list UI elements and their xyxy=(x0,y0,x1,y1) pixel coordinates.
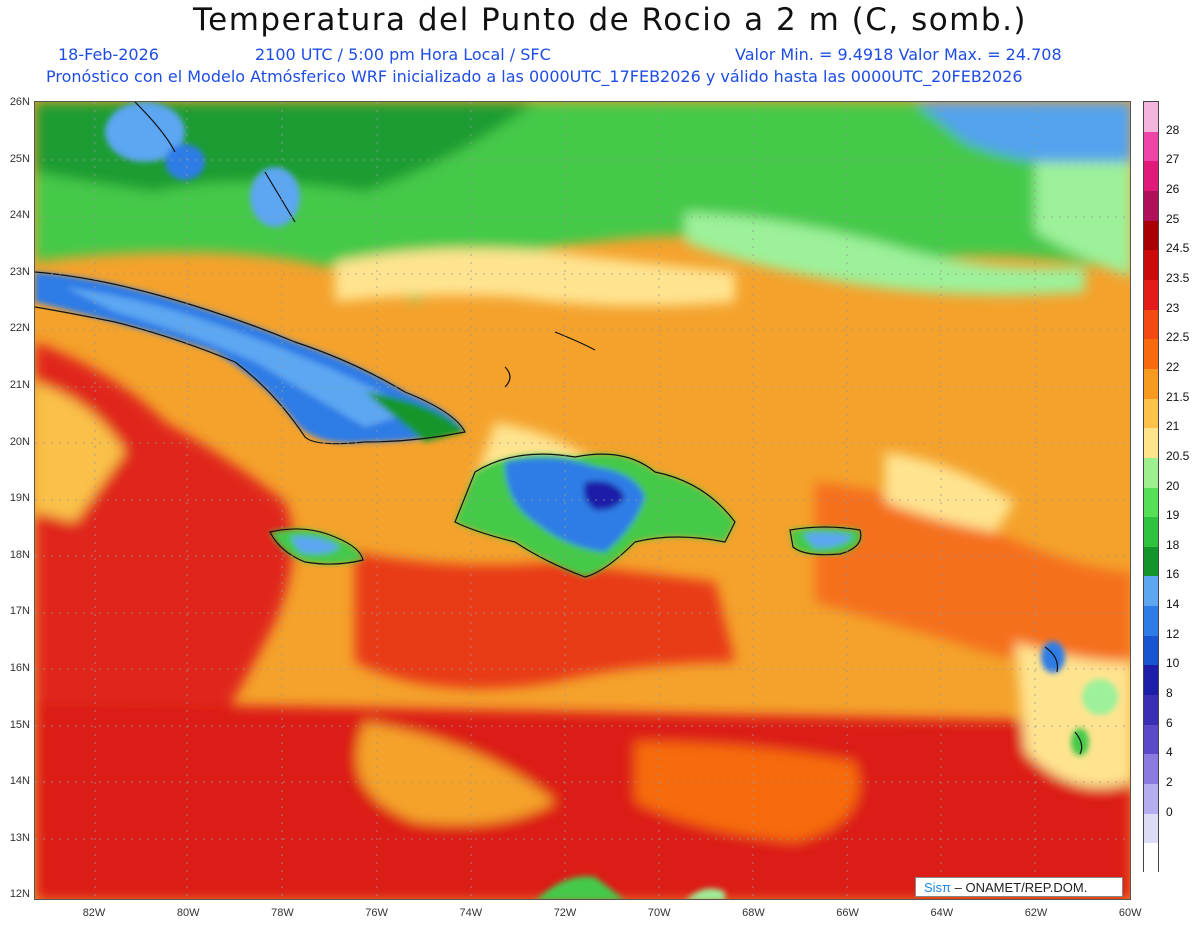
lon-label: 72W xyxy=(553,907,577,919)
colorbar-label: 0 xyxy=(1166,804,1173,819)
graticule xyxy=(35,102,1130,899)
bahamas-region xyxy=(105,102,300,227)
colorbar-label: 19 xyxy=(1166,508,1180,523)
colorbar-swatch xyxy=(1144,309,1158,340)
lat-label: 17N xyxy=(9,605,30,618)
colorbar-swatch xyxy=(1144,843,1158,874)
lat-label: 15N xyxy=(9,718,30,731)
colorbar-swatch xyxy=(1144,695,1158,726)
colorbar-label: 20 xyxy=(1166,478,1180,493)
colorbar-swatch xyxy=(1144,606,1158,637)
colorbar-swatch xyxy=(1144,220,1158,251)
colorbar-label: 8 xyxy=(1166,686,1173,701)
colorbar-swatch xyxy=(1144,517,1158,548)
colorbar-label: 16 xyxy=(1166,567,1180,582)
value-range: Valor Min. = 9.4918 Valor Max. = 24.708 xyxy=(735,45,1062,64)
credit-box: Sisπ – ONAMET/REP.DOM. xyxy=(915,877,1123,897)
colorbar-label: 18 xyxy=(1166,537,1180,552)
lat-label: 25N xyxy=(9,152,30,165)
coastlines xyxy=(35,102,1083,755)
lat-label: 13N xyxy=(9,831,30,844)
forecast-date: 18-Feb-2026 xyxy=(58,45,159,64)
lon-label: 66W xyxy=(836,907,859,919)
lon-label: 80W xyxy=(176,907,200,919)
lon-label: 68W xyxy=(742,907,765,919)
lat-label: 20N xyxy=(9,435,30,448)
lat-label: 24N xyxy=(9,209,30,222)
lon-label: 78W xyxy=(271,907,294,919)
colorbar xyxy=(1143,101,1159,874)
colorbar-swatch xyxy=(1144,250,1158,281)
jamaica-region xyxy=(270,528,363,565)
colorbar-label: 4 xyxy=(1166,745,1173,760)
colorbar-swatch xyxy=(1144,784,1158,815)
lon-label: 60W xyxy=(1118,907,1142,919)
colorbar-swatch xyxy=(1144,398,1158,429)
lon-label: 74W xyxy=(459,907,483,919)
colorbar-swatch xyxy=(1144,428,1158,459)
colorbar-label: 27 xyxy=(1166,152,1180,167)
colorbar-swatch xyxy=(1144,457,1158,489)
colorbar-label: 23.5 xyxy=(1166,270,1190,285)
colorbar-swatch xyxy=(1144,546,1158,578)
colorbar-label: 23 xyxy=(1166,300,1180,315)
colorbar-swatch xyxy=(1144,190,1158,222)
credit-text: – ONAMET/REP.DOM. xyxy=(954,880,1088,895)
lat-label: 22N xyxy=(9,322,30,335)
colorbar-swatch xyxy=(1144,102,1158,133)
colorbar-label: 24.5 xyxy=(1166,241,1190,256)
colorbar-swatch xyxy=(1144,279,1158,311)
colorbar-label: 6 xyxy=(1166,715,1173,730)
colorbar-label: 26 xyxy=(1166,181,1180,196)
colorbar-label: 28 xyxy=(1166,122,1180,137)
colorbar-label: 20.5 xyxy=(1166,448,1190,463)
colorbar-label: 2 xyxy=(1166,775,1173,790)
colorbar-swatch xyxy=(1144,368,1158,400)
colorbar-swatch xyxy=(1144,161,1158,192)
lat-label: 18N xyxy=(9,548,30,561)
colorbar-label: 21 xyxy=(1166,419,1180,434)
colorbar-swatch xyxy=(1144,487,1158,518)
map-canvas xyxy=(35,102,1130,899)
lat-label: 26N xyxy=(9,96,30,108)
lat-label: 23N xyxy=(9,265,30,278)
lon-label: 62W xyxy=(1024,907,1048,919)
lat-label: 12N xyxy=(9,888,30,901)
colorbar-swatch xyxy=(1144,754,1158,785)
colorbar-label: 22 xyxy=(1166,359,1180,374)
model-description: Pronóstico con el Modelo Atmósferico WRF… xyxy=(46,67,1023,86)
colorbar-label: 25 xyxy=(1166,211,1180,226)
lat-label: 19N xyxy=(9,492,30,505)
colorbar-label: 22.5 xyxy=(1166,330,1190,345)
colorbar-swatch xyxy=(1144,724,1158,755)
cuba-region xyxy=(35,272,465,443)
colorbar-swatch xyxy=(1144,131,1158,162)
forecast-time: 2100 UTC / 5:00 pm Hora Local / SFC xyxy=(255,45,551,64)
lon-label: 76W xyxy=(365,907,388,919)
colorbar-label: 14 xyxy=(1166,597,1180,612)
colorbar-swatch xyxy=(1144,635,1158,667)
lat-label: 16N xyxy=(9,662,30,674)
colorbar-swatch xyxy=(1144,576,1158,607)
lon-label: 82W xyxy=(82,907,106,919)
lat-label: 14N xyxy=(9,775,30,788)
colorbar-swatch xyxy=(1144,813,1158,844)
colorbar-label: 12 xyxy=(1166,626,1180,641)
map-title: Temperatura del Punto de Rocio a 2 m (C,… xyxy=(192,2,1028,38)
lon-label: 70W xyxy=(647,907,671,919)
colorbar-swatch xyxy=(1144,339,1158,370)
colorbar-swatch xyxy=(1144,665,1158,696)
sispi-logo: Sisπ xyxy=(924,880,952,895)
puerto-rico-region xyxy=(790,527,861,555)
colorbar-label: 21.5 xyxy=(1166,389,1190,404)
colorbar-label: 10 xyxy=(1166,656,1180,671)
lat-label: 21N xyxy=(9,379,30,391)
hispaniola-region xyxy=(455,454,735,577)
lon-label: 64W xyxy=(930,907,954,919)
dewpoint-map xyxy=(34,101,1131,900)
